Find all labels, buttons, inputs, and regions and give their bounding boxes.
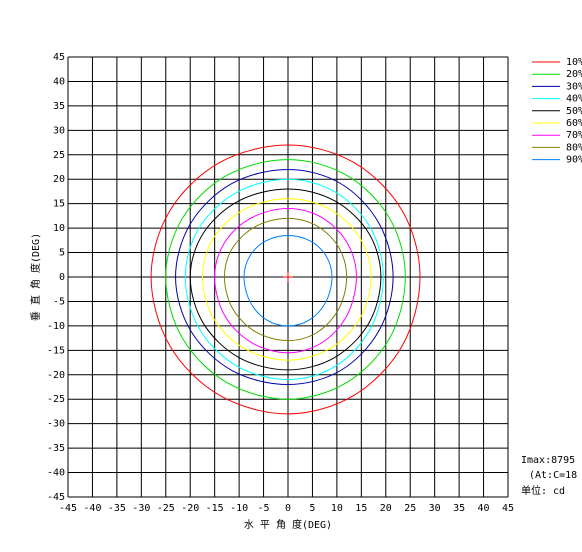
x-tick-label: 15 [355,503,367,514]
y-tick-label: 0 [59,272,65,283]
annotation: 单位: cd [521,484,565,497]
y-tick-label: 45 [53,52,65,63]
y-tick-label: -10 [47,321,65,332]
x-tick-label: 5 [309,503,315,514]
y-tick-label: 40 [53,76,65,87]
legend-label: 80% [566,142,582,153]
legend-label: 90% [566,155,582,166]
contour-line [150,144,421,415]
y-tick-label: 25 [53,150,65,161]
legend-label: 70% [566,130,582,141]
y-tick-label: 15 [53,199,65,210]
legend-label: 20% [566,69,582,80]
y-tick-label: 20 [53,174,65,185]
legend-label: 30% [566,81,582,92]
contour-line [189,188,382,371]
contour-line [243,234,333,327]
x-tick-label: -35 [108,503,126,514]
y-tick-label: -15 [47,345,65,356]
annotation: (At:C=18 [529,470,577,481]
x-tick-label: 10 [331,503,343,514]
x-tick-label: 20 [380,503,392,514]
annotation: Imax:8795 [521,455,575,466]
y-tick-label: -25 [47,394,65,405]
x-tick-label: 25 [404,503,416,514]
y-tick-label: -20 [47,370,65,381]
legend-label: 60% [566,118,582,129]
y-tick-label: -45 [47,492,65,503]
x-tick-label: 30 [429,503,441,514]
x-tick-label: -45 [59,503,77,514]
legend-label: 40% [566,94,582,105]
x-tick-label: 40 [478,503,490,514]
y-tick-label: 35 [53,101,65,112]
x-tick-label: 45 [502,503,514,514]
x-axis-label: 水 平 角 度(DEG) [244,518,332,531]
x-tick-label: -10 [230,503,248,514]
y-axis-label: 垂 直 角 度(DEG) [29,233,42,321]
x-tick-label: -5 [258,503,270,514]
x-tick-label: 0 [285,503,291,514]
y-tick-label: 30 [53,125,65,136]
x-tick-label: -20 [181,503,199,514]
x-tick-label: -30 [132,503,150,514]
contour-line [175,168,394,386]
y-tick-label: -35 [47,443,65,454]
y-tick-label: -5 [53,296,65,307]
contour-line [165,159,406,400]
x-tick-label: 35 [453,503,465,514]
contour-line [223,217,348,342]
y-tick-label: -30 [47,419,65,430]
y-tick-label: 10 [53,223,65,234]
x-tick-label: -40 [83,503,101,514]
x-tick-label: -25 [157,503,175,514]
y-tick-label: -40 [47,468,65,479]
legend-label: 10% [566,57,582,68]
contour-line [214,208,357,354]
contour-line [201,198,372,361]
contour-line [184,178,384,381]
x-tick-label: -15 [206,503,224,514]
legend-label: 50% [566,106,582,117]
y-tick-label: 5 [59,248,65,259]
